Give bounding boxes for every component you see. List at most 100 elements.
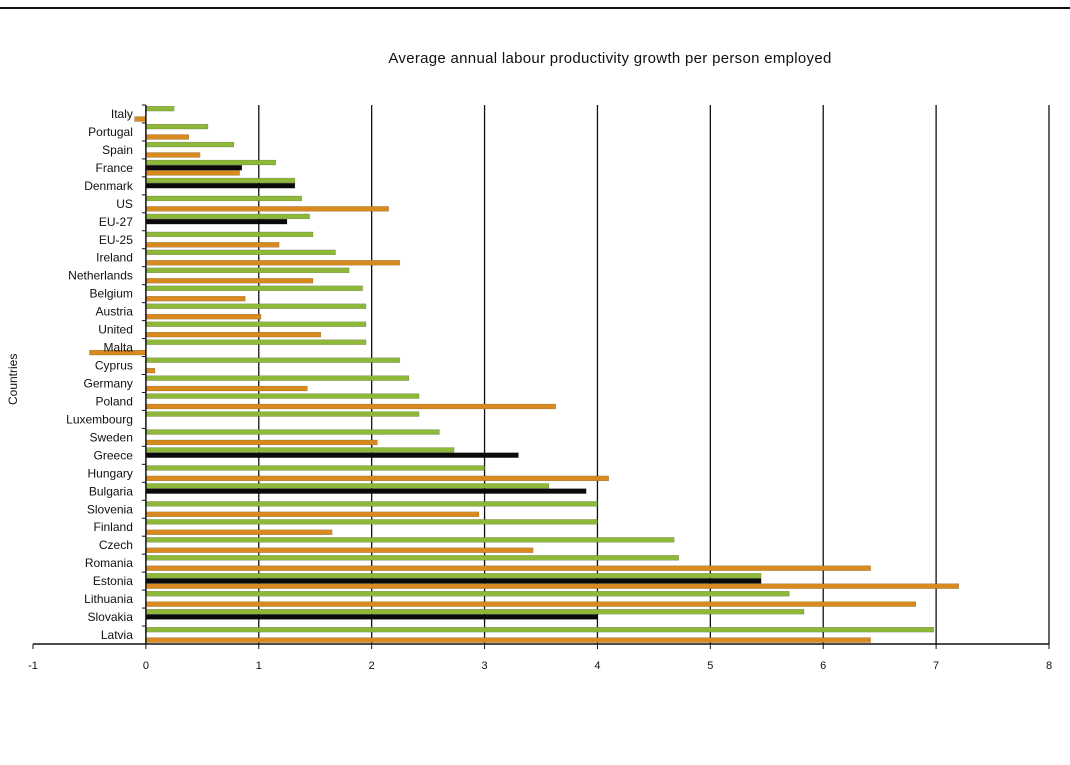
bar [145, 385, 308, 392]
bar [145, 296, 246, 302]
x-tick-label: 2 [369, 660, 375, 672]
category-label: EU-25 [99, 233, 133, 247]
x-tick-label: 0 [143, 660, 149, 672]
axes [32, 104, 1050, 649]
category-label: EU-27 [99, 215, 133, 229]
bar [145, 177, 296, 184]
x-tick-label: 5 [707, 660, 713, 672]
bar [145, 260, 401, 266]
bar [145, 555, 679, 561]
category-label: Germany [84, 376, 133, 390]
category-label: Romania [85, 556, 133, 570]
bar [145, 165, 243, 171]
bar [145, 601, 916, 607]
bar [145, 565, 871, 571]
chart-title: Average annual labour productivity growt… [388, 50, 832, 67]
category-label: Czech [99, 538, 133, 552]
category-label: Slovakia [88, 610, 134, 624]
tick-labels: -1 0 1 2 3 4 5 6 7 8 [28, 660, 1052, 672]
bar [145, 231, 314, 238]
bar [145, 501, 598, 507]
bar [145, 403, 556, 410]
bar [145, 547, 534, 553]
gridlines [258, 105, 1050, 644]
bar [145, 375, 410, 381]
bar [145, 591, 790, 597]
bar [145, 367, 156, 374]
bar [145, 213, 310, 220]
bar [145, 511, 480, 517]
category-label: Netherlands [68, 269, 133, 283]
category-label: Sweden [90, 430, 133, 444]
bar [145, 123, 209, 130]
bar [134, 116, 147, 122]
category-label: US [116, 197, 133, 211]
bar [145, 278, 314, 284]
bar [145, 429, 440, 435]
category-label: Luxembourg [66, 412, 133, 426]
bar [145, 339, 367, 345]
category-label: Cyprus [95, 359, 133, 373]
category-label: Estonia [93, 574, 133, 588]
category-label: Spain [102, 143, 133, 157]
bar [145, 218, 288, 225]
category-label: Bulgaria [89, 484, 133, 498]
bar [145, 573, 762, 579]
bar [145, 614, 598, 620]
bar [145, 357, 401, 363]
category-label: Belgium [90, 287, 133, 301]
category-label: Ireland [96, 251, 133, 265]
category-label: Slovenia [87, 502, 133, 516]
bar [145, 578, 762, 584]
bar [145, 529, 333, 535]
category-label: Greece [94, 448, 134, 462]
bar [145, 152, 201, 158]
category-label: Portugal [88, 125, 133, 139]
bar [145, 170, 240, 176]
x-tick-label: 4 [594, 660, 600, 672]
x-tick-label: 8 [1046, 660, 1052, 672]
category-label: Latvia [101, 628, 133, 642]
bar [145, 583, 959, 589]
category-label: Lithuania [84, 592, 133, 606]
x-tick-label: -1 [28, 660, 38, 672]
category-label: Poland [96, 394, 133, 408]
bar [145, 183, 296, 189]
bar [145, 488, 587, 494]
bar [145, 393, 420, 399]
bar [145, 447, 455, 453]
x-tick-label: 1 [256, 660, 262, 672]
bar [145, 465, 485, 471]
bar [145, 195, 302, 202]
bar [145, 609, 805, 615]
category-labels: Italy Portugal Spain France Denmark US EU-27 EU… [66, 107, 134, 642]
bar [145, 303, 367, 309]
bar [145, 314, 262, 320]
x-tick-label: 7 [933, 660, 939, 672]
bar [145, 483, 550, 489]
bar [145, 206, 389, 212]
bar [145, 285, 363, 291]
category-label: Austria [96, 305, 134, 319]
x-tick-label: 3 [481, 660, 487, 672]
bar [145, 439, 378, 446]
bar [145, 141, 235, 148]
category-label: France [96, 161, 134, 175]
bar [145, 159, 276, 166]
category-label: Hungary [88, 466, 133, 480]
top-rule [0, 7, 1070, 9]
category-label: Malta [104, 341, 134, 355]
bar [145, 537, 675, 543]
bar [145, 411, 420, 417]
bar [145, 331, 322, 338]
category-label: Finland [94, 520, 133, 534]
bar [145, 134, 189, 140]
bar [145, 452, 519, 458]
bar [145, 249, 336, 256]
bar [145, 519, 598, 525]
bar [145, 105, 175, 112]
category-label: United [98, 323, 133, 337]
category-label: Denmark [84, 179, 134, 193]
bar [145, 267, 350, 273]
